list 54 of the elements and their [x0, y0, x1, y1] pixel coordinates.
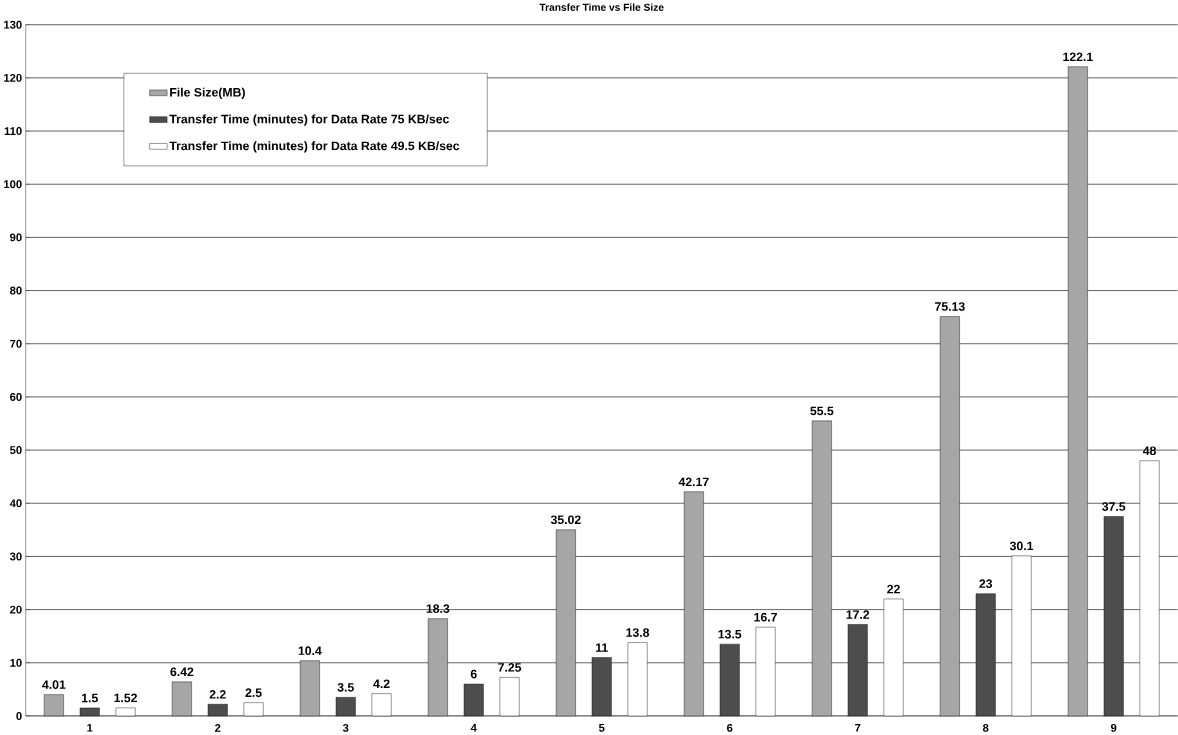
data-label: 3.5 — [337, 682, 354, 692]
chart-title: Transfer Time vs File Size — [539, 3, 664, 11]
data-label: 11 — [596, 643, 608, 652]
y-tick-label: 100 — [4, 180, 22, 189]
data-label: 7.25 — [498, 662, 522, 672]
y-tick-label: 70 — [10, 339, 22, 348]
data-label: 17.2 — [846, 610, 870, 619]
data-label: 30.1 — [1009, 541, 1034, 551]
data-label: 6.42 — [170, 667, 194, 677]
x-tick-label: 6 — [727, 723, 733, 732]
data-label: 2.2 — [209, 689, 226, 699]
y-tick-label: 90 — [10, 233, 22, 242]
y-tick-label: 0 — [16, 711, 22, 720]
data-label: 23 — [979, 579, 993, 588]
data-label: 10.4 — [298, 646, 322, 655]
y-tick-label: 50 — [10, 446, 22, 454]
data-label: 16.7 — [754, 612, 777, 622]
y-tick-label: 130 — [4, 20, 22, 29]
data-label: 4.2 — [373, 679, 390, 688]
data-label: 42.17 — [678, 477, 709, 486]
data-label: 122.1 — [1063, 52, 1093, 61]
data-label: 18.3 — [426, 604, 450, 613]
y-tick-label: 30 — [9, 552, 22, 561]
data-label: 35.02 — [550, 515, 581, 524]
x-tick-label: 1 — [87, 723, 93, 732]
data-label: 6 — [470, 669, 477, 679]
data-label: 1.52 — [114, 693, 137, 703]
data-label: 55.5 — [810, 406, 834, 416]
x-tick-label: 4 — [470, 723, 477, 732]
data-label: 22 — [887, 584, 900, 594]
x-tick-label: 7 — [855, 723, 861, 732]
data-label: 13.5 — [718, 629, 742, 639]
data-label: 75.13 — [935, 302, 965, 311]
x-tick-label: 9 — [1110, 723, 1117, 732]
legend-label: File Size(MB) — [170, 87, 245, 99]
data-label: 48 — [1142, 446, 1156, 455]
y-tick-label: 80 — [10, 286, 22, 295]
data-label: 2.5 — [245, 688, 262, 697]
x-tick-label: 2 — [214, 723, 221, 732]
legend-label: Transfer Time (minutes) for Data Rate 49.5 KB/sec — [169, 141, 460, 153]
y-tick-label: 10 — [10, 658, 22, 667]
y-tick-label: 110 — [4, 126, 22, 135]
x-tick-label: 8 — [982, 723, 989, 732]
x-tick-label: 5 — [598, 723, 605, 732]
y-tick-label: 40 — [9, 499, 22, 508]
data-label: 1.5 — [81, 693, 98, 703]
legend-label: Transfer Time (minutes) for Data Rate 75 KB/sec — [169, 114, 450, 126]
data-label: 4.01 — [42, 680, 66, 689]
x-tick-label: 3 — [342, 723, 349, 732]
data-label: 37.5 — [1102, 502, 1126, 511]
data-label: 13.8 — [626, 628, 650, 637]
y-tick-label: 20 — [10, 605, 22, 614]
y-tick-label: 60 — [10, 392, 22, 401]
y-tick-label: 120 — [4, 73, 22, 82]
